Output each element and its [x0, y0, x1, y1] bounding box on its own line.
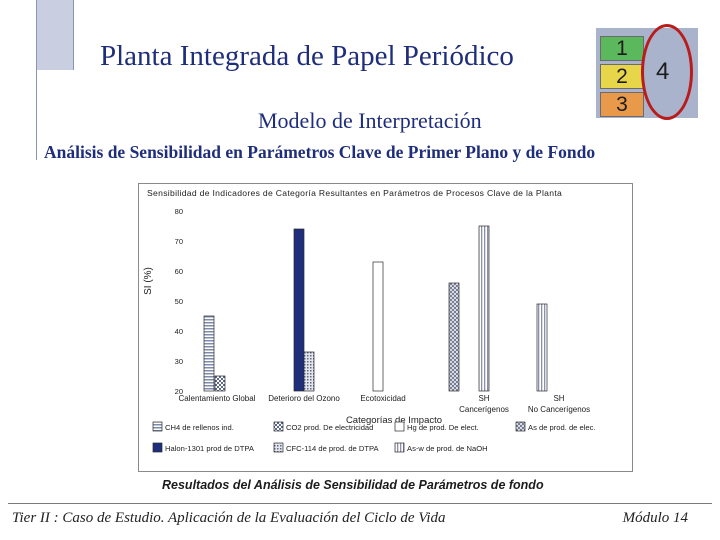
legend-label: CO2 prod. De electricidad [286, 423, 373, 432]
bar [303, 351, 315, 392]
legend-label: Hg de prod. De elect. [407, 423, 479, 432]
y-tick-label: 40 [175, 327, 183, 336]
slide-heading: Análisis de Sensibilidad en Parámetros C… [44, 142, 596, 162]
legend-label: Halon-1301 prod de DTPA [165, 444, 255, 453]
x-tick-label: SH Cancerígenos [459, 394, 509, 414]
legend-label: CFC-114 de prod. de DTPA [286, 444, 380, 453]
x-tick-label: Deterioro del Ozono [268, 394, 340, 403]
chart-ylabel: SI (%) [143, 267, 154, 295]
legend-swatch [394, 442, 405, 453]
logo-step-3: 3 [600, 92, 644, 117]
chart-frame: Sensibilidad de Indicadores de Categoría… [138, 183, 633, 472]
legend-label: As-w de prod. de NaOH [407, 444, 488, 453]
legend-swatch [273, 421, 284, 432]
y-tick-label: 60 [175, 267, 183, 276]
logo-highlight-ring [641, 24, 693, 120]
x-tick-label: Ecotoxicidad [360, 394, 405, 403]
y-tick-label: 70 [175, 237, 183, 246]
legend-swatch [152, 421, 163, 432]
sensitivity-chart: Sensibilidad de Indicadores de Categoría… [143, 188, 596, 453]
chart-xlabel: Categorías de Impacto [346, 415, 442, 426]
legend-swatch [394, 421, 405, 432]
slide-title: Planta Integrada de Papel Periódico [100, 40, 514, 72]
legend-swatch [273, 442, 284, 453]
chart-title: Sensibilidad de Indicadores de Categoría… [147, 188, 562, 198]
y-tick-label: 80 [175, 207, 183, 216]
footer-module-label: Módulo 14 [622, 510, 688, 526]
y-tick-label: 30 [175, 357, 183, 366]
bar [372, 261, 384, 392]
slide-subtitle: Modelo de Interpretación [258, 108, 482, 133]
logo-step-2: 2 [600, 64, 644, 89]
x-tick-label: SH No Cancerígenos [528, 394, 590, 414]
legend-label: As de prod. de elec. [528, 423, 596, 432]
x-tick-label: Calentamiento Global [179, 394, 256, 403]
decorative-line [36, 70, 37, 160]
y-tick-label: 50 [175, 297, 183, 306]
bar [293, 228, 305, 392]
footer-course-title: Tier II : Caso de Estudio. Aplicación de… [12, 510, 446, 526]
bar [214, 375, 226, 392]
legend-swatch [152, 442, 163, 453]
bar [478, 225, 490, 392]
bar [203, 315, 215, 392]
footer-divider [8, 503, 712, 504]
bar [448, 282, 460, 392]
legend-label: CH4 de rellenos ind. [165, 423, 234, 432]
y-tick-label: 20 [175, 387, 183, 396]
legend-swatch [515, 421, 526, 432]
decorative-bar [36, 0, 74, 70]
chart-caption: Resultados del Análisis de Sensibilidad … [162, 478, 544, 492]
bar [536, 303, 548, 392]
logo-step-1: 1 [600, 36, 644, 61]
